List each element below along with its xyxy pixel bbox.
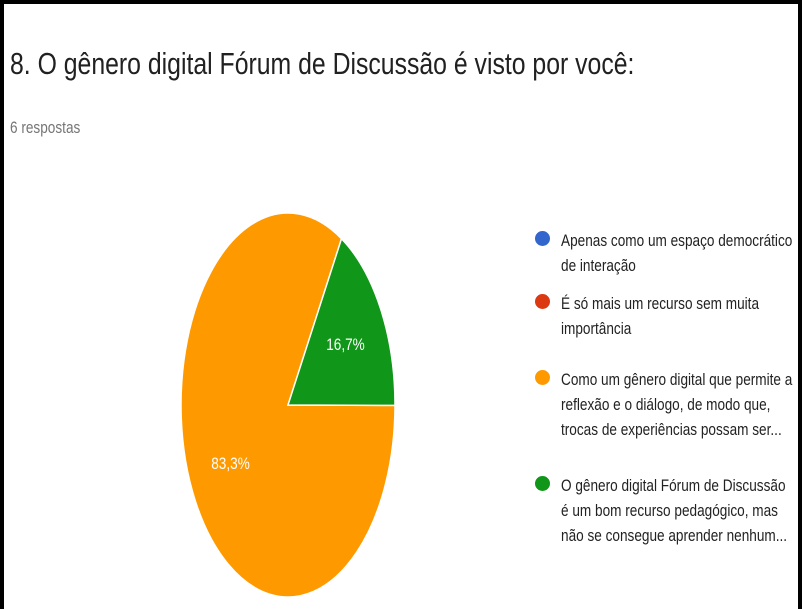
chart-title: 8. O gênero digital Fórum de Discussão é… [10, 46, 635, 81]
legend-swatch [535, 370, 550, 385]
legend-label: Como um gênero digital que permite a ref… [561, 370, 793, 439]
chart-subtitle: 6 respostas [10, 118, 81, 137]
legend-swatch [535, 476, 550, 491]
legend-label: Apenas como um espaço democrático de int… [561, 231, 793, 275]
legend-label: O gênero digital Fórum de Discussão é um… [561, 476, 788, 545]
legend-label: É só mais um recurso sem muita importânc… [561, 294, 760, 338]
chart: 83,3% 16,7% [180, 212, 396, 598]
legend-item: É só mais um recurso sem muita importânc… [535, 291, 798, 341]
slice-label: 83,3% [211, 455, 250, 474]
legend-item: O gênero digital Fórum de Discussão é um… [535, 473, 798, 548]
legend-item: Como um gênero digital que permite a ref… [535, 367, 798, 442]
pie-slice [286, 237, 396, 407]
legend-item: Apenas como um espaço democrático de int… [535, 228, 798, 278]
legend-swatch [535, 294, 550, 309]
slice-label: 16,7% [326, 336, 365, 355]
legend-swatch [535, 231, 550, 246]
